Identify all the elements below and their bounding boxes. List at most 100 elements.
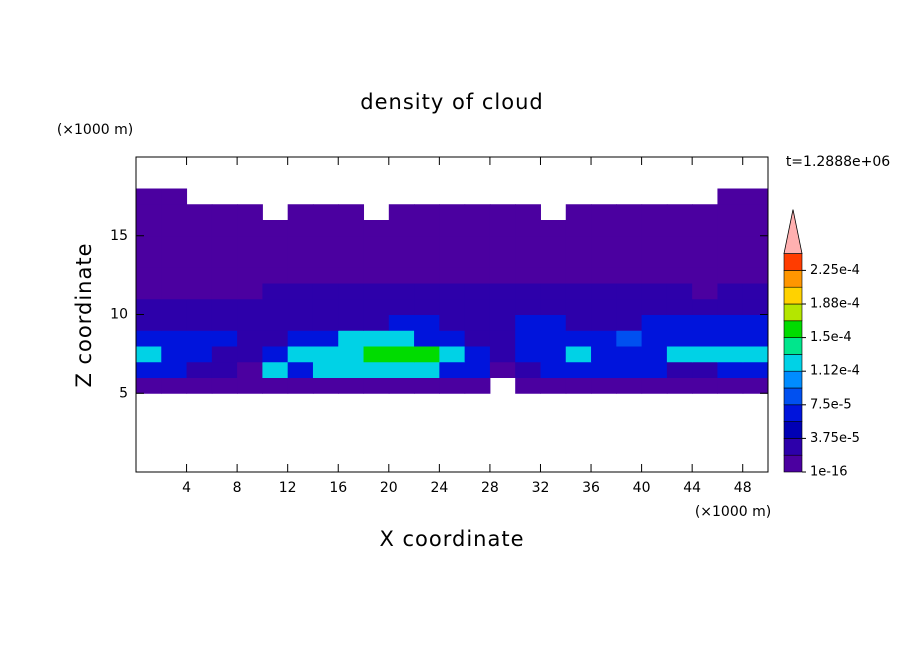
contour-cell xyxy=(692,377,718,394)
contour-cell xyxy=(338,377,365,394)
contour-cell xyxy=(388,283,415,300)
contour-cell xyxy=(211,298,238,315)
colorbar-label: 3.75e-5 xyxy=(810,431,860,446)
contour-cell xyxy=(211,204,238,221)
contour-cell xyxy=(641,314,668,331)
contour-cell xyxy=(515,377,541,394)
y-axis-label: Z coordinate xyxy=(72,242,96,387)
contour-cell xyxy=(388,235,415,252)
x-tick-label: 8 xyxy=(233,480,242,496)
contour-cell xyxy=(363,251,390,268)
contour-cell xyxy=(161,283,188,300)
contour-cell xyxy=(641,330,668,347)
contour-cell xyxy=(616,361,643,378)
contour-cell xyxy=(591,361,617,378)
contour-cell xyxy=(692,267,718,284)
contour-cell xyxy=(237,204,263,221)
contour-cell xyxy=(161,251,188,268)
contour-cell xyxy=(591,314,617,331)
x-tick-label: 24 xyxy=(430,480,448,496)
contour-cell xyxy=(414,220,440,237)
contour-cell xyxy=(591,204,617,221)
contour-cell xyxy=(540,346,567,363)
contour-cell xyxy=(591,251,617,268)
contour-cell xyxy=(161,377,188,394)
colorbar-box xyxy=(783,286,803,305)
contour-cell xyxy=(717,283,744,300)
contour-cell xyxy=(439,361,466,378)
contour-cell xyxy=(312,283,339,300)
contour-cell xyxy=(338,204,365,221)
contour-cell xyxy=(136,298,162,315)
contour-cell xyxy=(489,283,516,300)
contour-cell xyxy=(616,220,643,237)
contour-cell xyxy=(591,346,617,363)
contour-cell xyxy=(262,267,289,284)
contour-cell xyxy=(211,283,238,300)
contour-cell xyxy=(262,330,289,347)
contour-cell xyxy=(464,283,491,300)
contour-cell xyxy=(338,235,365,252)
contour-cell xyxy=(692,251,718,268)
contour-cell xyxy=(363,330,390,347)
contour-cell xyxy=(237,314,263,331)
contour-cell xyxy=(717,361,744,378)
contour-cell xyxy=(515,220,541,237)
contour-cell xyxy=(161,204,188,221)
contour-cell xyxy=(136,251,162,268)
y-tick-label: 5 xyxy=(119,385,128,401)
contour-cell xyxy=(414,251,440,268)
contour-cell xyxy=(414,346,440,363)
contour-cell xyxy=(616,267,643,284)
contour-cell xyxy=(565,204,592,221)
contour-cell xyxy=(742,377,769,394)
contour-cell xyxy=(439,314,466,331)
contour-cell xyxy=(211,377,238,394)
contour-cell xyxy=(287,220,314,237)
contour-cell xyxy=(338,220,365,237)
x-tick-label: 28 xyxy=(481,480,499,496)
contour-cell xyxy=(692,204,718,221)
contour-cell xyxy=(439,235,466,252)
contour-cell xyxy=(616,235,643,252)
contour-cell xyxy=(262,346,289,363)
contour-cell xyxy=(237,377,263,394)
contour-cell xyxy=(312,377,339,394)
contour-cell xyxy=(742,346,769,363)
contour-cell xyxy=(515,298,541,315)
x-axis-label: X coordinate xyxy=(379,527,524,551)
contour-cell xyxy=(489,251,516,268)
contour-cell xyxy=(186,204,213,221)
contour-cell xyxy=(262,235,289,252)
contour-cell xyxy=(237,267,263,284)
contour-cell xyxy=(641,220,668,237)
contour-cell xyxy=(363,283,390,300)
contour-cell xyxy=(136,188,162,205)
contour-cell xyxy=(414,330,440,347)
contour-cell xyxy=(641,204,668,221)
contour-cell xyxy=(565,330,592,347)
contour-cell xyxy=(666,251,693,268)
colorbar-box xyxy=(783,337,803,355)
contour-cell xyxy=(489,235,516,252)
contour-cell xyxy=(186,251,213,268)
contour-cell xyxy=(717,346,744,363)
contour-cell xyxy=(186,361,213,378)
contour-cell xyxy=(439,283,466,300)
contour-cell xyxy=(338,251,365,268)
contour-cell xyxy=(692,235,718,252)
contour-cell xyxy=(742,283,769,300)
contour-cell xyxy=(363,361,390,378)
contour-cell xyxy=(540,283,567,300)
contour-cell xyxy=(742,361,769,378)
x-unit: (×1000 m) xyxy=(695,504,771,520)
contour-cell xyxy=(388,330,415,347)
contour-cell xyxy=(666,267,693,284)
contour-cell xyxy=(211,346,238,363)
contour-cell xyxy=(136,267,162,284)
contour-cell xyxy=(363,235,390,252)
contour-cell xyxy=(666,314,693,331)
contour-cell xyxy=(515,283,541,300)
x-tick-label: 16 xyxy=(329,480,347,496)
